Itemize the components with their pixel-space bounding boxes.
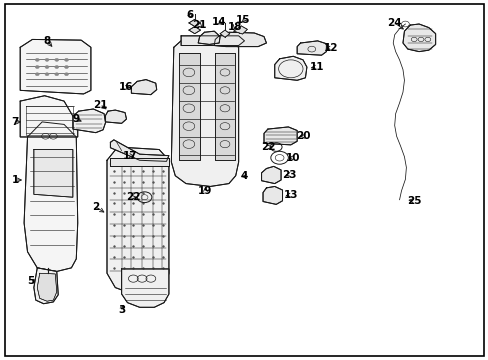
Polygon shape	[131, 80, 157, 95]
Polygon shape	[215, 53, 234, 160]
Polygon shape	[188, 27, 200, 34]
Text: 3: 3	[118, 305, 125, 315]
Circle shape	[35, 73, 39, 76]
Circle shape	[64, 58, 68, 61]
Polygon shape	[402, 24, 435, 51]
Circle shape	[55, 66, 59, 68]
Polygon shape	[20, 40, 91, 94]
Polygon shape	[34, 149, 73, 197]
Text: 6: 6	[186, 10, 193, 20]
Polygon shape	[188, 19, 200, 27]
Text: 1: 1	[12, 175, 19, 185]
Polygon shape	[122, 269, 168, 307]
Text: 5: 5	[27, 276, 35, 286]
Text: 7: 7	[12, 117, 19, 127]
Polygon shape	[24, 122, 78, 271]
Polygon shape	[263, 186, 282, 204]
Text: 10: 10	[285, 153, 300, 163]
Circle shape	[64, 73, 68, 76]
Polygon shape	[105, 110, 126, 123]
Text: 13: 13	[283, 190, 298, 200]
Circle shape	[35, 58, 39, 61]
Polygon shape	[214, 32, 266, 46]
Text: 8: 8	[43, 36, 51, 46]
Circle shape	[55, 73, 59, 76]
Polygon shape	[297, 41, 326, 55]
Polygon shape	[107, 147, 168, 295]
Polygon shape	[264, 127, 297, 145]
Text: 19: 19	[198, 186, 212, 196]
Text: 4: 4	[240, 171, 248, 181]
Polygon shape	[261, 166, 281, 184]
Circle shape	[64, 66, 68, 68]
Text: 17: 17	[122, 150, 137, 161]
Text: 20: 20	[295, 131, 309, 141]
Circle shape	[45, 66, 49, 68]
Polygon shape	[220, 30, 229, 37]
Polygon shape	[110, 140, 168, 161]
Text: 9: 9	[73, 114, 80, 124]
Text: 14: 14	[211, 17, 226, 27]
Polygon shape	[171, 37, 238, 186]
Polygon shape	[178, 53, 199, 160]
Text: 18: 18	[227, 22, 242, 32]
Polygon shape	[233, 26, 247, 34]
Polygon shape	[34, 268, 58, 304]
Text: 22: 22	[260, 142, 275, 152]
Polygon shape	[110, 158, 168, 166]
Polygon shape	[181, 36, 244, 45]
Text: 24: 24	[386, 18, 401, 28]
Text: 22: 22	[126, 192, 140, 202]
Text: 23: 23	[282, 170, 296, 180]
Polygon shape	[198, 31, 220, 44]
Circle shape	[55, 58, 59, 61]
Circle shape	[45, 58, 49, 61]
Circle shape	[35, 66, 39, 68]
Text: 11: 11	[309, 62, 323, 72]
Circle shape	[45, 73, 49, 76]
Text: 2: 2	[92, 202, 99, 212]
Text: 12: 12	[324, 43, 338, 53]
Polygon shape	[73, 109, 105, 133]
Text: 21: 21	[93, 100, 108, 110]
Text: 21: 21	[192, 20, 206, 30]
Text: 16: 16	[119, 82, 134, 93]
Text: 15: 15	[236, 15, 250, 26]
Polygon shape	[274, 56, 306, 80]
Polygon shape	[37, 273, 57, 301]
Text: 25: 25	[406, 196, 421, 206]
Polygon shape	[20, 96, 78, 137]
